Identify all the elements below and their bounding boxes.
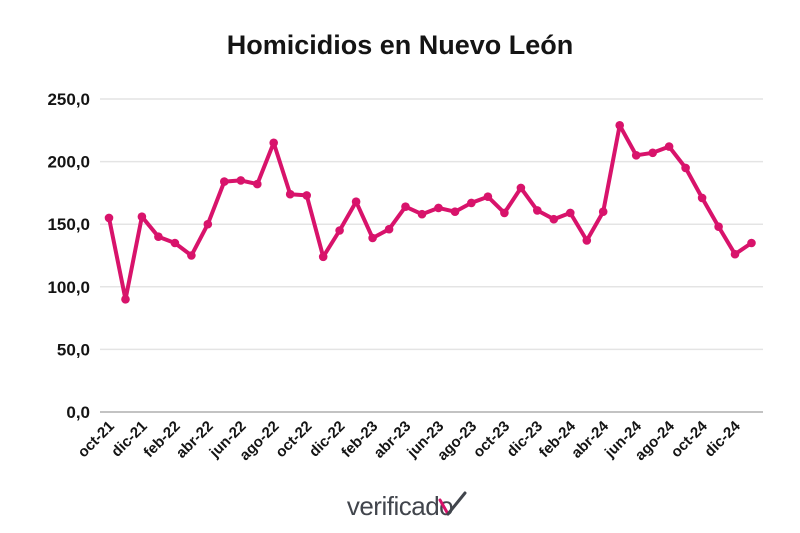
line-chart: 0,050,0100,0150,0200,0250,0oct-21dic-21f… [47,90,763,464]
data-point [500,208,509,218]
data-point [154,232,163,241]
data-point [401,202,410,211]
data-point [747,238,756,248]
chart-title: Homicidios en Nuevo León [226,30,574,60]
data-point [598,207,608,216]
data-point [549,214,559,224]
data-point [434,203,443,213]
y-axis-label: 100,0 [47,278,90,297]
data-point [664,142,674,151]
data-point [318,252,328,262]
data-point [648,148,657,158]
x-axis-label: dic-24 [701,417,744,460]
data-point [533,206,542,215]
data-point [566,208,575,218]
x-axis-label: oct-21 [75,418,118,461]
x-axis-label: oct-22 [272,418,315,461]
logo-letter-o: o [438,491,467,519]
data-point [121,295,130,304]
data-point [730,249,740,259]
data-point [187,251,196,260]
data-line [107,123,754,302]
data-point [351,197,361,206]
data-point [631,151,641,160]
x-axis-label: oct-23 [470,418,513,461]
y-axis-label: 50,0 [57,340,90,359]
logo-text: verificad [346,491,440,521]
data-point [220,177,229,186]
data-point [681,163,690,173]
data-point [467,198,476,208]
y-axis-label: 0,0 [66,403,90,422]
data-point [450,207,460,216]
x-axis-label: oct-24 [668,417,712,461]
data-point [697,193,707,203]
x-axis-label: abr-23 [371,418,415,462]
data-point [615,121,624,130]
x-axis-label: abr-22 [173,418,217,462]
data-point [203,219,213,229]
data-point [302,191,312,200]
data-point [236,176,246,185]
data-point [582,236,592,245]
footer: verificado [0,491,800,521]
data-point [335,226,344,235]
y-axis-label: 150,0 [47,215,90,234]
verificado-logo: verificado [346,491,467,521]
y-axis-label: 200,0 [47,153,90,172]
y-axis-label: 250,0 [47,90,90,109]
data-point [417,209,427,219]
x-axis-label: abr-24 [568,417,612,461]
data-point [252,179,262,189]
data-point [137,212,147,221]
data-point [170,238,180,248]
data-point [368,233,377,243]
data-point [285,189,295,199]
data-point [516,183,526,193]
data-point [384,224,394,234]
data-point [483,192,493,201]
data-point [714,222,723,231]
data-point [104,213,114,223]
data-point [269,138,279,148]
